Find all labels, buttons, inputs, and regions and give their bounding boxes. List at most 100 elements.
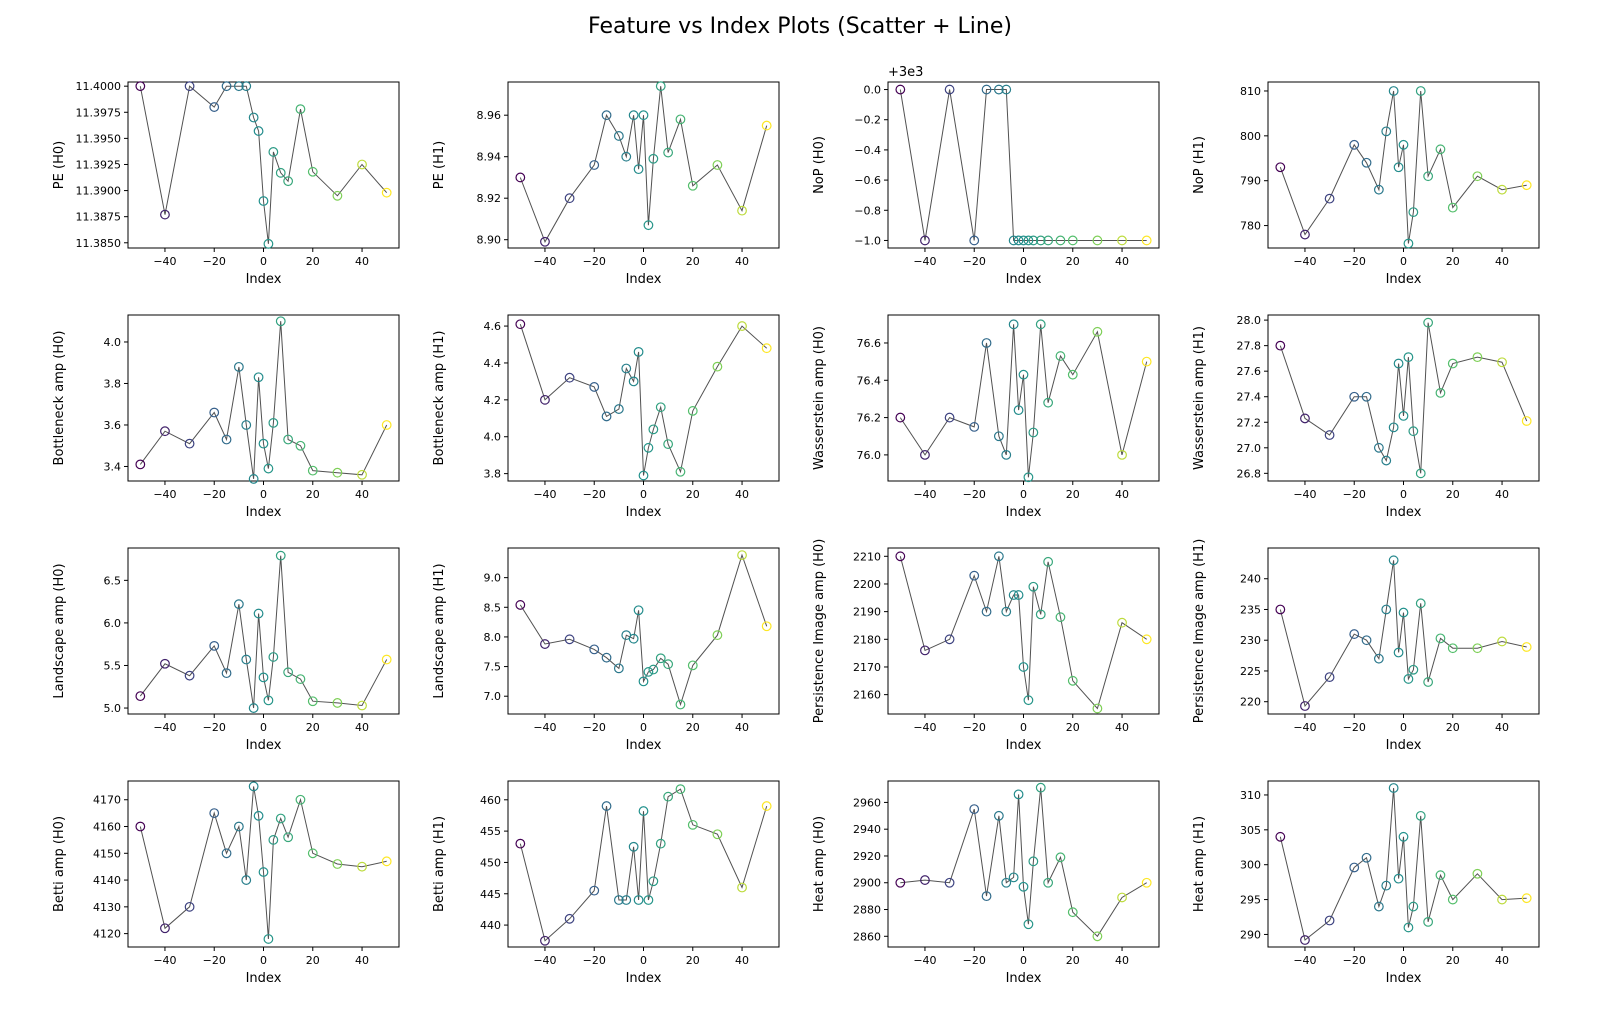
y-tick-label: 27.2	[1237, 416, 1262, 429]
x-tick-label: 20	[686, 721, 700, 734]
data-point	[295, 794, 306, 805]
x-axis-label: Index	[1006, 505, 1042, 520]
data-point	[1013, 590, 1024, 600]
y-tick-label: 4170	[93, 794, 121, 807]
data-point	[1092, 931, 1103, 942]
data-point	[1388, 783, 1399, 793]
y-tick-label: 4150	[93, 847, 121, 860]
y-tick-label: 220	[1240, 696, 1261, 709]
data-point	[1001, 449, 1012, 460]
data-point	[1023, 235, 1034, 246]
subplot: −40 −20 0 20 40 11.3850 11.3875 11.3900 11.3925 1…	[52, 80, 400, 287]
data-point	[540, 236, 550, 247]
x-tick-label: 0	[1400, 954, 1407, 967]
data-point	[1393, 647, 1404, 658]
data-point	[540, 639, 550, 649]
data-point	[1092, 326, 1103, 337]
data-point	[1398, 607, 1409, 618]
data-point	[283, 667, 294, 678]
data-point	[663, 439, 674, 450]
y-tick-label: 790	[1240, 175, 1261, 188]
x-tick-label: 40	[355, 488, 369, 501]
y-axis-label: PE (H1)	[432, 141, 447, 189]
data-point	[589, 644, 600, 655]
y-axis-label: NoP (H0)	[812, 136, 827, 194]
x-tick-label: 0	[260, 488, 267, 501]
data-point	[1415, 810, 1426, 821]
x-axis-label: Index	[626, 971, 662, 986]
x-axis-label: Index	[1006, 738, 1042, 753]
data-point	[1415, 468, 1426, 479]
data-point	[1447, 894, 1458, 905]
data-point	[1349, 629, 1360, 639]
data-point	[643, 895, 654, 905]
data-point	[268, 835, 279, 845]
x-tick-label: −20	[583, 255, 606, 268]
y-tick-label: 2210	[853, 550, 881, 563]
y-tick-label: 27.6	[1237, 365, 1262, 378]
data-point	[1381, 126, 1392, 137]
data-point	[1408, 664, 1419, 675]
data-point	[687, 660, 698, 671]
y-tick-label: 2920	[853, 850, 881, 863]
y-axis-label: Betti amp (H1)	[432, 816, 447, 912]
subplot: −40 −20 0 20 40 440 445 450 455 460 Index Betti amp…	[432, 780, 780, 986]
data-point	[1008, 235, 1019, 246]
data-point	[515, 600, 526, 610]
data-point	[1435, 870, 1446, 881]
data-point	[357, 700, 367, 711]
data-point	[633, 346, 644, 357]
y-axis-label: Heat amp (H0)	[812, 816, 827, 912]
data-point	[920, 449, 930, 460]
y-tick-label: 28.0	[1237, 314, 1262, 327]
y-tick-label: 11.3900	[76, 185, 122, 198]
data-point	[268, 418, 279, 428]
data-point	[1018, 662, 1029, 672]
y-tick-label: 0.0	[864, 84, 882, 97]
series-line	[519, 788, 768, 942]
data-point	[1018, 369, 1029, 380]
data-point	[675, 114, 686, 125]
axes-frame	[127, 547, 400, 715]
x-tick-label: 0	[260, 721, 267, 734]
data-point	[1141, 356, 1152, 367]
x-tick-label: −20	[963, 255, 986, 268]
data-point	[381, 420, 392, 430]
data-point	[895, 84, 906, 95]
subplot: −40 −20 0 20 40 2160 2170 2180 2190 2200 2210 Index…	[812, 539, 1160, 753]
data-point	[135, 459, 146, 470]
data-point	[357, 861, 367, 872]
x-tick-label: −20	[583, 954, 606, 967]
y-tick-label: 2960	[853, 796, 881, 809]
x-tick-label: −20	[203, 255, 226, 268]
data-point	[221, 81, 232, 92]
data-point	[1008, 872, 1019, 883]
x-tick-label: −20	[1343, 488, 1366, 501]
data-point	[263, 238, 274, 249]
x-tick-label: −40	[533, 255, 556, 268]
y-tick-label: 76.0	[857, 449, 882, 462]
data-point	[638, 806, 649, 816]
data-point	[209, 808, 220, 819]
data-point	[1472, 352, 1483, 363]
y-tick-label: 235	[1240, 603, 1261, 616]
data-point	[648, 876, 659, 887]
x-axis-label: Index	[626, 738, 662, 753]
data-point	[332, 467, 343, 478]
y-tick-label: 8.92	[477, 192, 502, 205]
data-point	[1373, 442, 1384, 453]
y-tick-label: 27.4	[1237, 391, 1262, 404]
subplot: −40 −20 0 20 40 290 295 300 305 310 Index Heat amp …	[1192, 780, 1540, 986]
y-tick-label: 2860	[853, 930, 881, 943]
data-point	[1447, 643, 1458, 654]
data-point	[1349, 862, 1360, 873]
data-point	[263, 934, 274, 944]
x-tick-label: −20	[203, 954, 226, 967]
x-tick-label: −40	[913, 721, 936, 734]
data-point	[283, 832, 294, 843]
y-tick-label: 455	[480, 825, 501, 838]
data-point	[1472, 171, 1483, 182]
x-tick-label: 40	[735, 954, 749, 967]
data-point	[1388, 422, 1399, 433]
y-tick-label: 7.5	[484, 661, 502, 674]
